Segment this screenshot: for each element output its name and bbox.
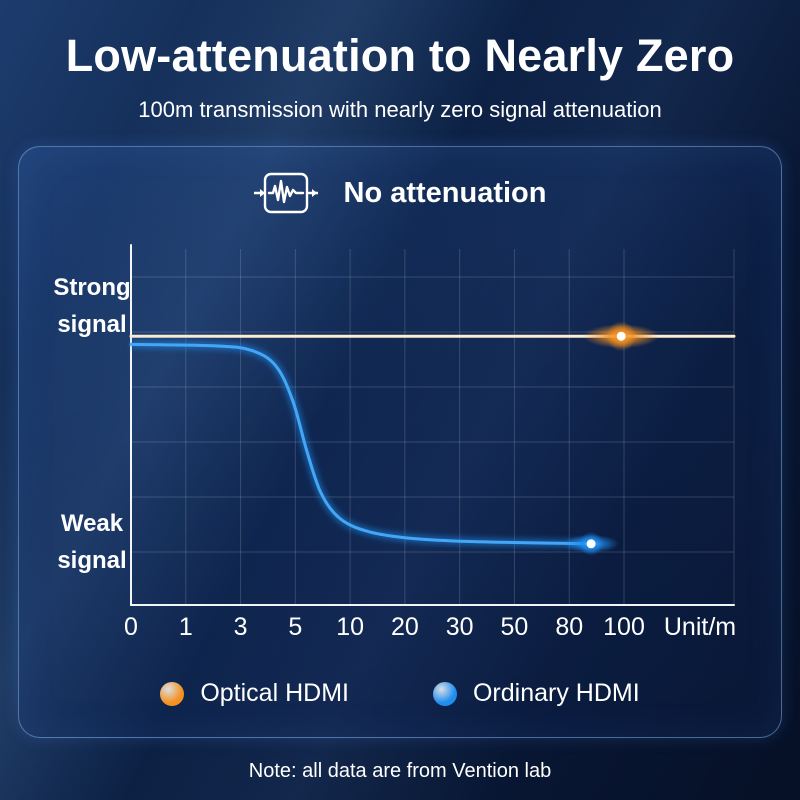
no-attenuation-badge: No attenuation [19,169,781,217]
legend-swatch [432,681,457,706]
page-title: Low-attenuation to Nearly Zero [65,30,735,81]
x-tick-label: 100 [603,613,645,641]
y-label-line: signal [57,547,127,574]
y-label-line: Strong [53,274,131,301]
x-tick-labels: 0 1 3 5 10 20 30 50 80 100 Unit/m [124,613,736,641]
x-axis-unit: Unit/m [664,613,736,641]
grid-lines [131,249,735,605]
series-marker [616,331,626,341]
chart-legend: Optical HDMI Ordinary HDMI [19,679,781,708]
note-text: Note: all data are from Vention lab [248,760,552,782]
badge-label: No attenuation [343,176,547,209]
legend-item-optical-hdmi: Optical HDMI [160,679,349,708]
x-tick-label: 1 [179,613,193,641]
legend-item-ordinary-hdmi: Ordinary HDMI [432,679,640,708]
axes [130,244,735,606]
series-glow-1 [130,340,592,548]
x-tick-label: 20 [391,613,419,641]
y-label-weak: Weak signal [37,505,147,579]
x-tick-label: 50 [501,613,529,641]
legend-swatch [160,681,185,706]
y-label-line: signal [57,311,127,338]
chart-panel: No attenuation Strong signal Weak signal… [18,146,782,738]
series-marker [586,539,596,549]
x-tick-label: 3 [234,613,248,641]
series-line-1 [129,342,593,546]
x-tick-label: 10 [336,613,364,641]
y-label-strong: Strong signal [37,269,147,343]
x-tick-label: 5 [288,613,302,641]
attenuation-waveform-icon [253,172,318,214]
x-tick-label: 30 [446,613,474,641]
x-tick-label: 80 [555,613,583,641]
legend-label: Ordinary HDMI [472,679,640,707]
y-label-line: Weak [60,510,124,537]
attenuation-line-chart: 0 1 3 5 10 20 30 50 80 100 Unit/m [124,244,736,641]
page-subtitle: 100m transmission with nearly zero signa… [138,97,662,122]
x-tick-label: 0 [124,613,138,641]
legend-label: Optical HDMI [200,679,349,707]
